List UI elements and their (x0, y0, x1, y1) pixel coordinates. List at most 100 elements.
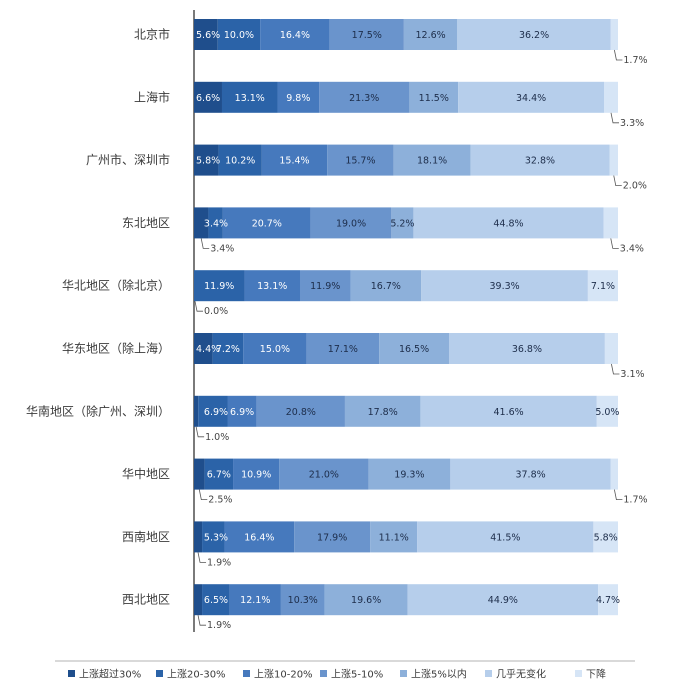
bar-row: 华中地区 2.5% 6.7% 10.9% 21.0% 19.3% 37.8% 1.7% (122, 458, 648, 506)
bar-segment-7 (587, 270, 618, 302)
bar-segment-2 (221, 81, 278, 113)
category-label: 华东地区（除上海） (62, 341, 170, 356)
bar-row: 华南地区（除广州、深圳） 1.0% 6.9% 6.9% 20.8% 17.8% 41.6% 5… (26, 395, 619, 443)
bar-row: 西北地区 1.9% 6.5% 12.1% 10.3% 19.6% 44.9% 4.7% (122, 584, 620, 631)
data-label: 20.7% (252, 218, 282, 229)
data-label: 11.5% (419, 93, 449, 104)
legend-label: 下降 (586, 668, 606, 681)
bar-segment-4 (280, 584, 325, 616)
bar-segment-4 (329, 19, 404, 50)
data-label: 37.8% (515, 470, 545, 481)
leader-line (197, 615, 207, 626)
bar-segment-3 (261, 144, 328, 176)
data-label: 11.9% (204, 281, 234, 292)
data-label: 39.3% (489, 281, 519, 292)
bar-segment-2 (212, 333, 244, 364)
data-label: 17.9% (317, 532, 347, 543)
data-label: 3.1% (620, 369, 644, 380)
bar-row: 上海市 6.6% 13.1% 9.8% 21.3% 11.5% 34.4% 3.3% (134, 81, 644, 129)
legend-item-3: 上涨10-20% (243, 669, 313, 681)
bar-segment-6 (457, 19, 611, 50)
data-label: 6.6% (196, 93, 220, 104)
data-label: 44.8% (493, 218, 523, 229)
bar-segment-6 (470, 144, 610, 176)
data-label: 16.4% (244, 532, 274, 543)
data-label: 0.0% (204, 306, 228, 317)
data-label: 11.1% (379, 532, 409, 543)
bar-segment-3 (227, 395, 257, 427)
legend-swatch (156, 670, 163, 677)
bar-segment-2 (218, 144, 262, 176)
bar-segment-4 (300, 270, 351, 302)
data-label: 5.3% (204, 532, 228, 543)
bar-segment-4 (279, 458, 369, 490)
legend-item-4: 上涨5-10% (320, 669, 383, 681)
legend-item-6: 几乎无变化 (485, 668, 546, 681)
data-label: 3.4% (204, 218, 228, 229)
data-label: 5.8% (594, 532, 618, 543)
bar-segment-4 (294, 521, 371, 553)
bar-segment-6 (413, 207, 604, 239)
data-label: 5.0% (595, 407, 619, 418)
bar-segment-5 (350, 270, 422, 302)
leader-line (198, 489, 208, 500)
data-label: 5.6% (196, 30, 220, 41)
data-label: 6.9% (204, 407, 228, 418)
bar-segment-6 (448, 333, 605, 364)
data-label: 12.1% (240, 595, 270, 606)
data-label: 7.2% (216, 344, 240, 355)
bar-segment-7 (598, 584, 618, 616)
legend-item-7: 下降 (575, 668, 606, 681)
bar-segment-5 (403, 19, 458, 50)
bar-segment-4 (327, 144, 394, 176)
data-label: 12.6% (415, 30, 445, 41)
legend-swatch (575, 670, 582, 677)
bar-segment-1 (194, 144, 219, 176)
data-label: 15.4% (279, 156, 309, 167)
legend-item-5: 上涨5%以内 (400, 668, 467, 681)
bar-segment-2 (198, 395, 228, 427)
data-label: 41.6% (494, 407, 524, 418)
bar-segment-1 (194, 19, 218, 50)
data-label: 10.3% (288, 595, 318, 606)
bar-segment-7 (604, 333, 618, 364)
data-label: 36.8% (512, 344, 542, 355)
bar-segment-3 (229, 584, 281, 616)
bar-segment-1 (194, 584, 203, 616)
data-label: 13.1% (257, 281, 287, 292)
leader-line (195, 426, 205, 438)
data-label: 3.4% (620, 243, 644, 254)
bar-segment-6 (420, 395, 597, 427)
category-label: 华中地区 (122, 466, 170, 481)
bar-segment-5 (370, 521, 418, 553)
bar-segment-7 (604, 81, 618, 113)
data-label: 44.9% (488, 595, 518, 606)
data-label: 1.7% (623, 55, 647, 66)
bar-segment-7 (610, 19, 618, 50)
category-label: 华南地区（除广州、深圳） (26, 403, 170, 418)
bar-segment-1 (194, 521, 203, 553)
bar-segment-1 (194, 333, 213, 364)
legend-swatch (243, 670, 250, 677)
category-label: 西北地区 (122, 593, 170, 607)
data-label: 10.0% (224, 30, 254, 41)
bar-segment-3 (243, 333, 307, 364)
data-label: 2.0% (623, 181, 647, 192)
data-label: 1.9% (207, 557, 231, 568)
data-label: 1.7% (623, 495, 647, 506)
bar-segment-3 (260, 19, 330, 50)
bar-segment-3 (277, 81, 320, 113)
legend-item-2: 上涨20-30% (156, 669, 226, 681)
leader-line (610, 112, 620, 124)
data-label: 19.0% (336, 218, 366, 229)
bar-segment-7 (593, 521, 618, 553)
data-label: 15.0% (260, 344, 290, 355)
bar-row: 东北地区 3.4% 3.4% 20.7% 19.0% 5.2% 44.8% 3.4% (122, 207, 644, 254)
data-label: 13.1% (235, 93, 265, 104)
data-label: 9.8% (286, 93, 310, 104)
data-label: 7.1% (591, 281, 615, 292)
legend-label: 上涨5%以内 (411, 668, 467, 681)
leader-line (610, 238, 619, 249)
bar-segment-6 (450, 458, 611, 490)
